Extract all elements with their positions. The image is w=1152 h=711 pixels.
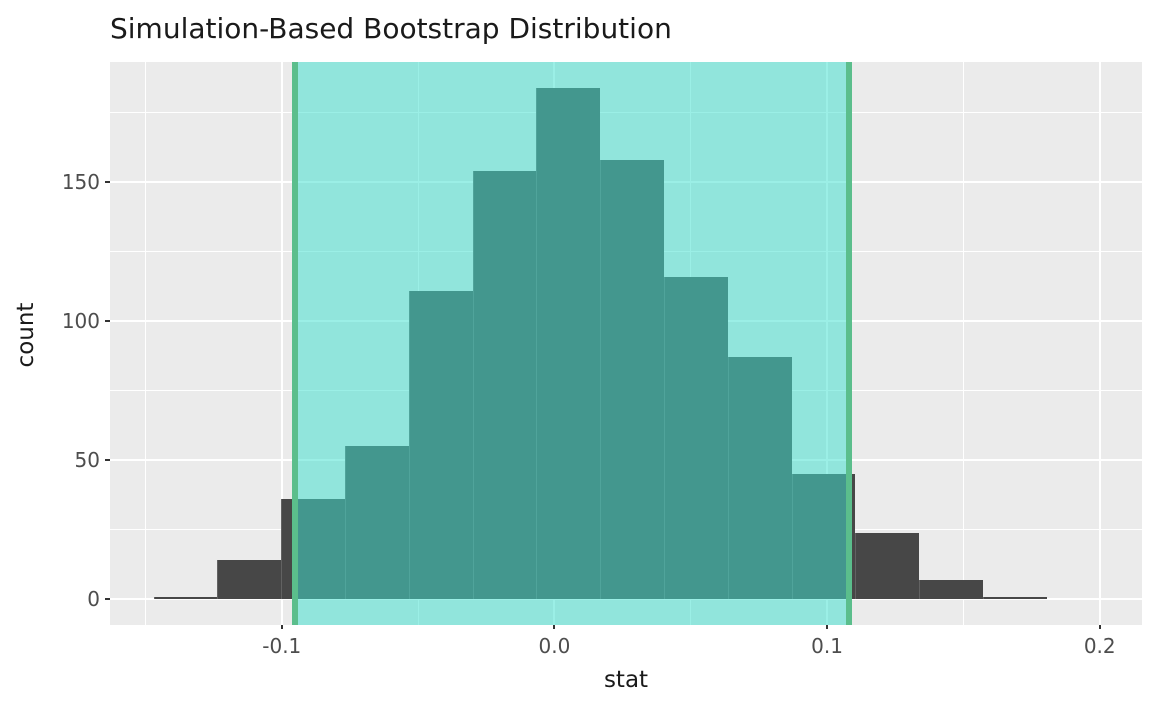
- plot-title: Simulation-Based Bootstrap Distribution: [110, 12, 672, 45]
- grid-major-vline: [280, 62, 283, 625]
- grid-minor-vline: [962, 62, 964, 625]
- y-tick-mark: [105, 459, 110, 462]
- grid-minor-vline: [144, 62, 146, 625]
- histogram-bar: [983, 596, 1047, 600]
- x-tick-mark: [553, 625, 556, 629]
- x-tick-label: 0.2: [1083, 634, 1116, 658]
- x-tick-mark: [1098, 625, 1101, 629]
- grid-major-vline: [1098, 62, 1101, 625]
- x-axis-title: stat: [603, 667, 649, 693]
- histogram-bar: [919, 579, 984, 600]
- ci-shade-region: [295, 62, 849, 625]
- x-tick-label: 0.1: [811, 634, 843, 658]
- x-tick-mark: [280, 625, 283, 629]
- y-axis-title: count: [13, 302, 39, 368]
- ci-lower-line: [292, 62, 299, 625]
- x-tick-mark: [826, 625, 829, 629]
- y-tick-label: 50: [74, 448, 100, 473]
- ci-upper-line: [845, 62, 852, 625]
- histogram-bar: [153, 596, 218, 600]
- x-tick-label: -0.1: [262, 634, 302, 658]
- x-tick-label: 0.0: [538, 634, 571, 658]
- y-tick-label: 0: [87, 587, 100, 612]
- y-tick-mark: [105, 181, 110, 184]
- plot-panel: [110, 62, 1142, 625]
- y-tick-mark: [105, 598, 110, 601]
- y-tick-label: 100: [61, 309, 100, 334]
- histogram-bar: [217, 560, 282, 600]
- y-tick-mark: [105, 320, 110, 323]
- y-tick-label: 150: [61, 170, 100, 195]
- histogram-bar: [855, 532, 920, 600]
